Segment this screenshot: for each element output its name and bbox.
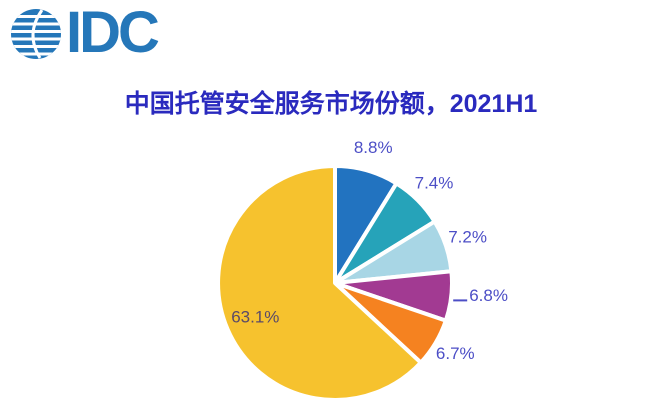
pie-label-63.1%: 63.1% xyxy=(231,307,279,326)
pie-slice-63.1% xyxy=(216,164,423,402)
pie-label-8.8%: 8.8% xyxy=(354,138,393,157)
pie-label-7.4%: 7.4% xyxy=(415,173,454,192)
chart-title: 中国托管安全服务市场份额，2021H1 xyxy=(124,90,538,118)
pie-label-7.2%: 7.2% xyxy=(448,228,487,247)
idc-logo: IDC xyxy=(10,0,160,65)
pie-label-6.8%: 6.8% xyxy=(469,286,508,305)
pie-label-6.7%: 6.7% xyxy=(436,344,475,363)
idc-globe-icon xyxy=(11,9,61,59)
idc-logo-text: IDC xyxy=(66,0,160,65)
